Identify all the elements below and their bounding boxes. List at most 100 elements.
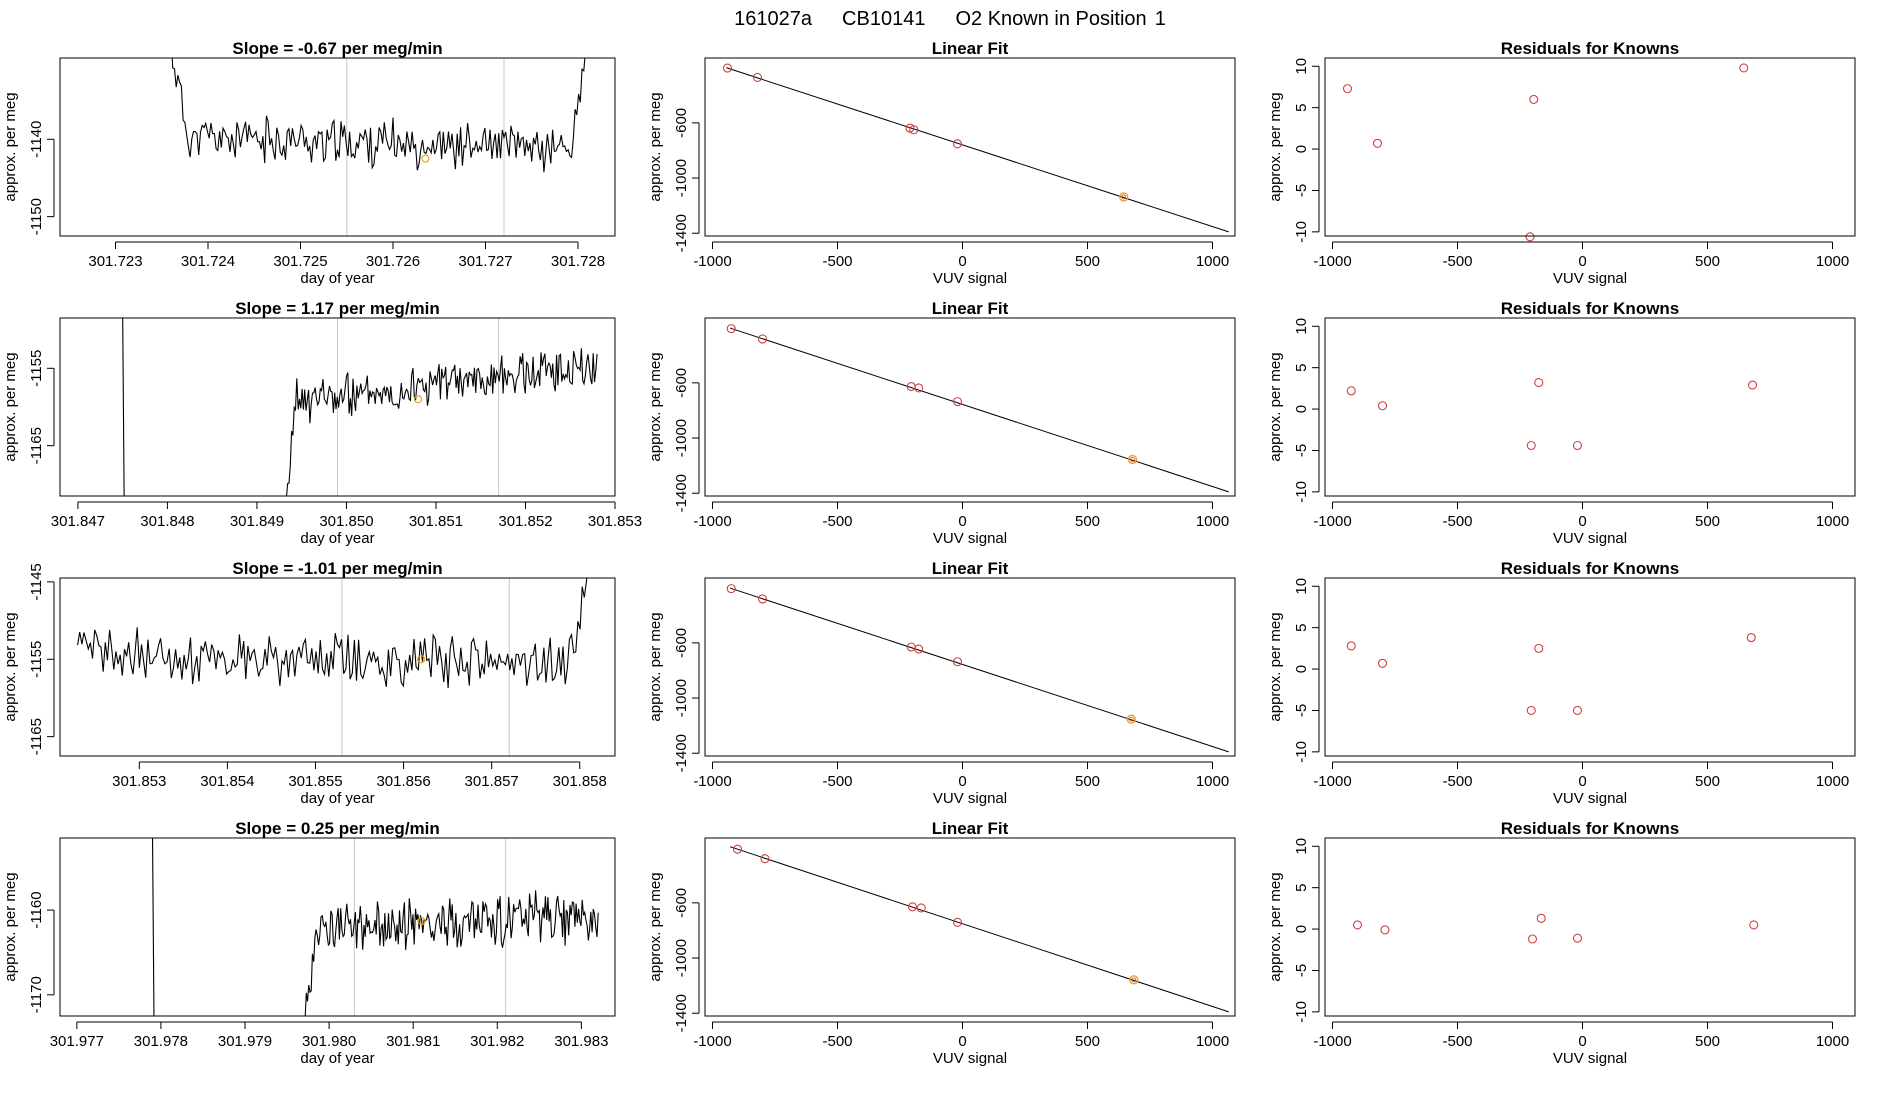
y-tick-label: -600 (673, 368, 690, 398)
y-axis-label: approx. per meg (1267, 612, 1284, 721)
y-tick-label: 5 (1293, 104, 1310, 112)
x-tick-label: 1000 (1196, 773, 1229, 790)
x-tick-label: 0 (1578, 1033, 1586, 1050)
x-tick-label: 0 (1578, 773, 1586, 790)
x-tick-label: -500 (1442, 253, 1472, 270)
x-tick-label: 301.978 (134, 1033, 188, 1050)
x-tick-label: -1000 (1313, 773, 1351, 790)
y-axis-label: approx. per meg (647, 92, 664, 201)
plot-frame (59, 577, 616, 757)
x-tick-label: -500 (822, 513, 852, 530)
y-axis-label: approx. per meg (2, 92, 19, 201)
data-point (1747, 380, 1758, 390)
y-tick-label: -1400 (673, 734, 690, 772)
x-tick-label: 0 (958, 253, 966, 270)
data-point (752, 72, 763, 83)
data-point (1749, 920, 1759, 930)
signal-trace-jump (122, 318, 125, 496)
data-point (1380, 925, 1390, 935)
y-tick-label: 10 (1293, 578, 1310, 595)
known-data-point (1129, 975, 1139, 985)
x-tick-label: -500 (1442, 773, 1472, 790)
y-axis-label: approx. per meg (1267, 352, 1284, 461)
x-tick-label: 301.854 (200, 773, 254, 790)
x-axis-label: day of year (300, 790, 374, 807)
x-tick-label: 500 (1695, 513, 1720, 530)
y-tick-label: -1400 (673, 474, 690, 512)
data-point (1572, 705, 1583, 716)
data-point (1527, 934, 1538, 944)
x-tick-label: 301.723 (88, 253, 142, 270)
x-axis-label: VUV signal (1553, 530, 1627, 547)
y-tick-label: 5 (1293, 364, 1310, 372)
x-tick-label: 301.847 (51, 513, 105, 530)
figure-title: 161027a CB10141 O2 Known in Position 1 (734, 8, 1166, 30)
y-tick-label: -1000 (673, 679, 690, 717)
plot-frame (59, 837, 616, 1017)
signal-trace (304, 890, 599, 1016)
x-tick-label: 1000 (1196, 253, 1229, 270)
data-point (952, 657, 963, 667)
fit-line (729, 327, 1229, 493)
y-tick-label: -10 (1293, 221, 1310, 243)
y-tick-label: -1170 (28, 976, 45, 1013)
data-point (1572, 933, 1583, 943)
data-point (1377, 401, 1388, 411)
known-sample-marker (421, 154, 430, 163)
plot-area (726, 67, 1229, 233)
y-tick-label: -1155 (28, 350, 45, 387)
x-tick-label: 301.982 (470, 1033, 524, 1050)
data-point (1572, 440, 1583, 451)
x-tick-label: -1000 (1313, 253, 1351, 270)
x-axis-label: day of year (300, 1050, 374, 1067)
y-axis-label: approx. per meg (2, 352, 19, 461)
x-axis-label: VUV signal (933, 270, 1007, 287)
data-point (907, 902, 918, 912)
y-tick-label: -10 (1293, 741, 1310, 763)
y-axis-label: approx. per meg (1267, 872, 1284, 981)
data-point (914, 383, 924, 393)
x-axis-label: VUV signal (933, 790, 1007, 807)
x-tick-label: 500 (1695, 253, 1720, 270)
x-tick-label: 301.850 (319, 513, 373, 530)
panel-title: Linear Fit (932, 559, 1009, 578)
data-point (909, 125, 919, 135)
y-tick-label: -1160 (28, 891, 45, 928)
y-tick-label: -1155 (28, 641, 45, 678)
y-tick-label: 0 (1293, 925, 1310, 933)
panel-1-3: Residuals for Knowns VUV signal approx. pe… (1267, 39, 1856, 287)
fit-line (726, 67, 1229, 233)
data-point (1372, 138, 1383, 148)
panel-2-1: Slope = 1.17 per meg/min day of year appro… (2, 299, 642, 547)
y-tick-label: -5 (1293, 444, 1310, 457)
panel-4-1: Slope = 0.25 per meg/min day of year appro… (2, 819, 616, 1067)
panel-title: Residuals for Knowns (1501, 819, 1680, 838)
panel-1-1: Slope = -0.67 per meg/min day of year appr… (2, 39, 616, 287)
plot-area (729, 587, 1229, 753)
panel-title: Linear Fit (932, 819, 1009, 838)
x-tick-label: 0 (1578, 513, 1586, 530)
x-tick-label: -1000 (693, 253, 731, 270)
x-tick-label: 1000 (1196, 1033, 1229, 1050)
y-tick-label: -5 (1293, 964, 1310, 977)
x-tick-label: 301.853 (588, 513, 642, 530)
y-tick-label: -600 (673, 888, 690, 918)
data-point (1377, 658, 1388, 668)
plot-frame (704, 317, 1236, 497)
x-tick-label: -1000 (1313, 513, 1351, 530)
y-tick-label: 5 (1293, 884, 1310, 892)
y-tick-label: -1400 (673, 994, 690, 1032)
y-tick-label: -5 (1293, 704, 1310, 717)
x-tick-label: -500 (822, 1033, 852, 1050)
data-point (1352, 920, 1363, 930)
plot-frame (1324, 317, 1856, 497)
data-point (1526, 705, 1536, 716)
data-point (1536, 913, 1546, 923)
panel-2-2: Linear Fit VUV signal approx. per meg -1000… (647, 299, 1236, 547)
run-label: 161027a (734, 8, 813, 30)
data-point (722, 63, 733, 73)
x-tick-label: 1000 (1196, 513, 1229, 530)
panel-2-3: Residuals for Knowns VUV signal approx. pe… (1267, 299, 1856, 547)
x-tick-label: 301.980 (302, 1033, 356, 1050)
